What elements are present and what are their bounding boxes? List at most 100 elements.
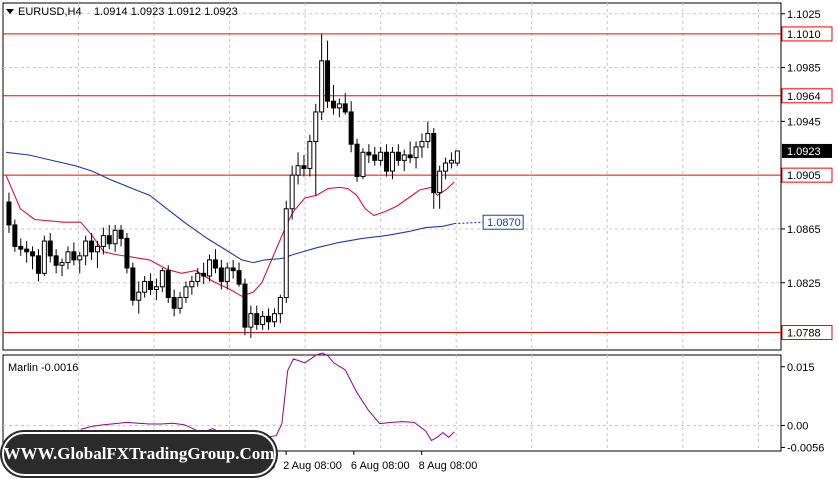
watermark-text: WWW.GlobalFXTradingGroup.Com xyxy=(3,444,275,463)
candle-bull xyxy=(378,151,384,161)
candle-bull xyxy=(183,286,189,299)
candle-bear xyxy=(171,297,177,309)
candle-bear xyxy=(431,132,437,194)
y-tick-label: 1.0825 xyxy=(787,278,821,290)
candle-bull xyxy=(360,151,366,177)
candle-bull xyxy=(425,132,431,143)
indicator-lines: 1.0870 xyxy=(5,151,524,297)
candle-bear xyxy=(12,224,18,247)
current-price-label: 1.0923 xyxy=(787,146,821,158)
candle-bull xyxy=(289,174,295,210)
menu-triangle-icon[interactable] xyxy=(6,9,14,14)
osc-tick-label: -0.0056 xyxy=(787,442,824,454)
candlestick-series xyxy=(6,33,460,338)
candle-bear xyxy=(372,154,378,161)
candle-bull xyxy=(94,245,100,253)
candle-bull xyxy=(189,280,195,288)
osc-tick-label: 0.015 xyxy=(787,362,815,374)
current-price-box xyxy=(782,143,832,158)
candle-bear xyxy=(330,100,336,109)
candle-bull xyxy=(159,270,165,288)
candle-bear xyxy=(348,111,354,145)
candle-bear xyxy=(236,270,242,285)
candle-bull xyxy=(271,313,277,323)
candle-bear xyxy=(366,151,372,156)
candle-bear xyxy=(407,154,413,159)
candle-bear xyxy=(124,237,130,269)
candle-bull xyxy=(112,229,118,245)
x-tick-label: 8 Aug 08:00 xyxy=(419,460,478,472)
candle-bull xyxy=(313,111,319,143)
level-label-box xyxy=(781,167,833,183)
candle-bull xyxy=(100,235,106,247)
candle-bear xyxy=(342,103,348,113)
moving-average-line xyxy=(5,151,455,264)
candle-bull xyxy=(283,208,289,299)
candle-bear xyxy=(71,251,77,261)
ohlc-label: 1.0914 1.0923 1.0912 1.0923 xyxy=(94,6,238,18)
candle-bull xyxy=(401,154,407,161)
level-label: 1.0964 xyxy=(787,91,821,103)
candle-bull xyxy=(319,60,325,113)
ma-label-box xyxy=(482,214,524,230)
y-tick-label: 1.0945 xyxy=(787,116,821,128)
candle-bear xyxy=(130,267,136,301)
y-tick-label: 1.0985 xyxy=(787,63,821,75)
candle-bear xyxy=(325,60,331,102)
watermark-logo: WWW.GlobalFXTradingGroup.Com xyxy=(2,432,276,476)
candle-bear xyxy=(201,272,207,277)
oscillator-series xyxy=(80,352,455,442)
candle-bear xyxy=(30,251,36,257)
candle-bear xyxy=(230,267,236,272)
candle-bear xyxy=(118,229,124,239)
candle-bear xyxy=(301,165,307,169)
candle-bear xyxy=(254,313,260,325)
candle-bull xyxy=(260,315,266,325)
y-tick-label: 1.0865 xyxy=(787,224,821,236)
candle-bear xyxy=(18,245,24,250)
candle-bull xyxy=(419,141,425,148)
candle-bull xyxy=(65,251,71,264)
candle-bear xyxy=(47,240,53,257)
candle-bear xyxy=(384,151,390,172)
level-label-box xyxy=(781,26,833,42)
candle-bull xyxy=(77,255,83,261)
price-axis: 1.1025 1.0985 1.0945 1.0865 1.0825 0.015 0.00 -… xyxy=(781,9,824,454)
candle-bull xyxy=(277,297,283,315)
bollinger-line xyxy=(5,174,455,297)
candle-bull xyxy=(142,280,148,293)
candle-bear xyxy=(395,151,401,161)
candle-bear xyxy=(148,280,154,290)
candle-bear xyxy=(266,315,272,323)
candle-bear xyxy=(35,255,41,274)
candle-bull xyxy=(41,240,47,274)
candle-bull xyxy=(295,165,301,176)
candle-bull xyxy=(448,159,454,164)
y-tick-label: 1.1025 xyxy=(787,9,821,21)
candle-bull xyxy=(177,297,183,309)
level-label-box xyxy=(781,88,833,104)
candle-bull xyxy=(83,240,89,257)
candle-bull xyxy=(207,259,213,277)
candle-bear xyxy=(106,235,112,245)
candle-bull xyxy=(136,291,142,301)
candle-bull xyxy=(307,141,313,169)
candle-bear xyxy=(53,255,59,266)
candle-bear xyxy=(165,270,171,299)
candle-bull xyxy=(336,103,342,109)
candle-bear xyxy=(6,201,12,226)
candle-bull xyxy=(195,272,201,282)
oscillator-line xyxy=(80,352,455,442)
candle-bear xyxy=(89,240,95,253)
candle-bull xyxy=(389,151,395,172)
candle-bull xyxy=(413,146,419,159)
indicator-label: Marlin -0.0016 xyxy=(8,362,78,374)
level-label-box xyxy=(781,325,833,341)
candle-bull xyxy=(224,267,230,282)
level-label: 1.0905 xyxy=(787,170,821,182)
candle-bear xyxy=(212,259,218,269)
candle-bull xyxy=(437,170,443,194)
price-grid xyxy=(3,3,781,350)
